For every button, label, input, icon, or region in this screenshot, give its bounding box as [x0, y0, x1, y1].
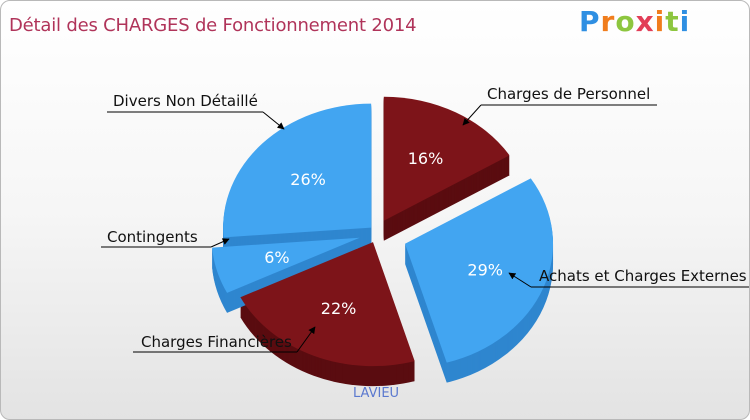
slice-label: Divers Non Détaillé	[113, 92, 258, 110]
commune-name: LAVIEU	[353, 386, 400, 401]
logo-letter: r	[600, 5, 616, 38]
slice-percent-label: 6%	[264, 248, 289, 267]
slice-percent-label: 29%	[467, 260, 503, 279]
logo-letter: x	[635, 5, 655, 38]
pie-slice	[383, 96, 510, 221]
callout-arrow	[508, 272, 532, 288]
logo-letter: i	[654, 5, 666, 38]
callouts: Charges de Personnel Achats et Charges Ex…	[101, 85, 749, 353]
pie-slice	[405, 178, 554, 363]
chart-title: Détail des CHARGES de Fonctionnement 201…	[9, 15, 417, 36]
logo-letter: P	[579, 5, 601, 38]
pie-slices	[212, 96, 554, 387]
proxiti-logo[interactable]: Proxiti	[579, 5, 691, 45]
pie-slice	[223, 103, 372, 238]
slice-label: Charges de Personnel	[487, 85, 650, 103]
logo-letter: i	[679, 5, 691, 38]
logo-letter: t	[665, 5, 680, 38]
callout-arrow	[210, 238, 230, 248]
slice-percent-label: 16%	[408, 149, 444, 168]
pie-slice	[212, 237, 360, 293]
callout-arrow	[262, 111, 285, 130]
slice-label: Achats et Charges Externes	[539, 267, 747, 285]
callout-arrow	[296, 326, 316, 353]
callout-arrow	[462, 104, 482, 126]
logo-letter: o	[615, 5, 636, 38]
slice-label: Charges Financières	[141, 333, 292, 351]
slice-label: Contingents	[107, 228, 198, 246]
slice-percent-label: 22%	[321, 299, 357, 318]
percent-labels: 16% 29% 22% 6% 26%	[264, 149, 503, 318]
pie-slice	[240, 242, 415, 367]
slice-percent-label: 26%	[290, 170, 326, 189]
